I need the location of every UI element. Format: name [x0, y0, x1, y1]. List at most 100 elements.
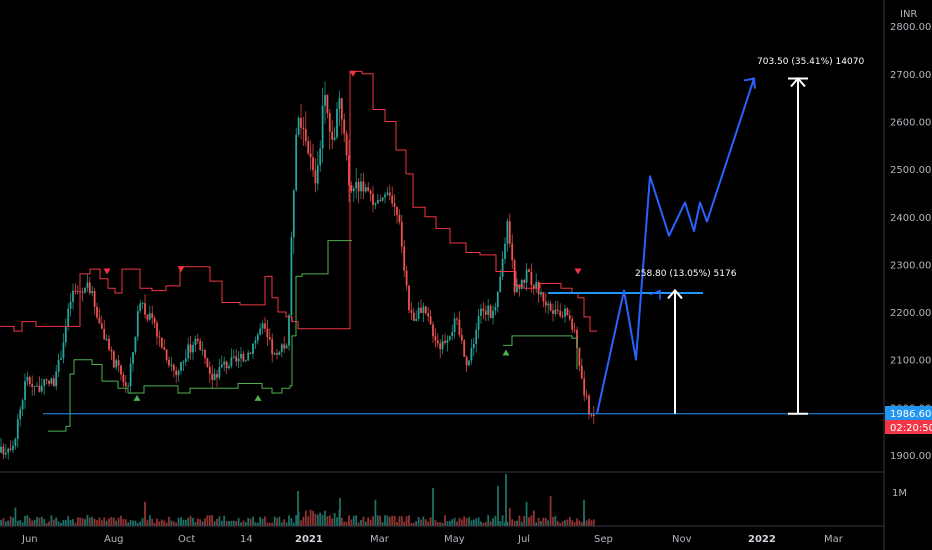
candle-body	[499, 276, 502, 293]
volume-bar	[79, 517, 82, 526]
candle-body	[336, 108, 338, 138]
volume-bar	[24, 515, 26, 526]
candle-body	[33, 386, 36, 388]
volume-bar	[309, 509, 312, 526]
candle-body	[376, 199, 379, 204]
candle-body	[405, 270, 408, 286]
volume-bar	[62, 519, 65, 526]
indicator-overlays	[0, 70, 597, 432]
volume-bar	[14, 507, 17, 526]
candle-body	[12, 445, 14, 450]
volume-bar	[122, 518, 125, 526]
candle-body	[357, 182, 360, 192]
volume-bar	[2, 518, 5, 526]
sell-signal-marker	[177, 266, 185, 273]
candle-body	[204, 350, 206, 359]
candle-body	[55, 371, 58, 387]
candle-body	[45, 379, 48, 381]
candle-body	[242, 353, 245, 362]
volume-bar	[38, 517, 41, 526]
candle-body	[578, 347, 581, 366]
volume-bar	[153, 522, 156, 526]
volume-bar	[537, 517, 540, 526]
candle-body	[547, 303, 550, 306]
candle-body	[273, 353, 276, 355]
volume-bar	[420, 519, 422, 526]
candle-body	[300, 117, 302, 128]
volume-bar	[276, 517, 278, 526]
projection-path[interactable]	[596, 78, 755, 414]
candle-body	[187, 344, 190, 359]
volume-bar	[220, 520, 223, 526]
volume-bar	[7, 520, 10, 526]
candle-body	[31, 383, 34, 387]
volume-bar	[283, 519, 286, 526]
candle-body	[360, 181, 362, 192]
volume-bar	[28, 517, 31, 526]
volume-bar	[556, 520, 559, 526]
volume-bar	[19, 519, 22, 526]
measure-label-1: 258.80 (13.05%) 5176	[635, 269, 737, 279]
volume-bar	[9, 516, 12, 526]
volume-bar	[72, 519, 74, 526]
candle-body	[64, 326, 67, 343]
candle-body	[489, 305, 492, 318]
volume-bar	[259, 517, 262, 526]
candle-body	[206, 358, 209, 367]
volume-bar	[196, 518, 199, 526]
volume-bar	[206, 515, 209, 526]
drawings[interactable]	[43, 76, 884, 415]
candle-body	[228, 366, 230, 369]
volume-bar	[427, 521, 430, 526]
candle-body	[494, 307, 497, 311]
volume-bar	[564, 520, 566, 526]
candle-body	[302, 127, 305, 130]
volume-bar	[585, 520, 588, 526]
volume-bar	[573, 522, 576, 526]
candle-body	[328, 113, 331, 132]
volume-bar	[475, 518, 478, 526]
candle-body	[372, 194, 374, 205]
candle-body	[554, 309, 557, 314]
volume-bar	[48, 521, 50, 526]
volume-bar	[458, 517, 461, 526]
candle-body	[247, 352, 250, 361]
candle-body	[72, 290, 74, 302]
candle-body	[552, 310, 554, 314]
candle-body	[487, 305, 490, 315]
volume-bar	[57, 521, 60, 526]
volume-bar	[69, 520, 72, 526]
time-axis[interactable]: Jun Aug Oct 14 2021 Mar May Jul Sep Nov 2022 Mar	[21, 534, 844, 545]
price-tick-label: 2400.00	[890, 213, 931, 224]
volume-bar	[384, 515, 386, 526]
volume-bar	[16, 520, 19, 526]
volume-bar	[362, 516, 365, 526]
volume-bar	[247, 517, 250, 526]
volume-bar	[52, 519, 55, 526]
candle-body	[391, 195, 394, 204]
volume-bar	[292, 522, 295, 526]
candle-body	[88, 282, 91, 294]
buy-signal-marker	[133, 394, 141, 401]
candle-body	[280, 344, 283, 352]
volume-bar	[40, 516, 43, 526]
candle-body	[199, 341, 202, 351]
candle-body	[309, 153, 312, 158]
candle-body	[345, 133, 348, 156]
volume-bar	[482, 522, 485, 526]
candle-body	[580, 365, 583, 379]
candle-body	[163, 347, 166, 350]
volume-bar	[434, 520, 437, 526]
candle-body	[148, 313, 151, 320]
candle-body	[556, 309, 559, 311]
candle-body	[105, 338, 108, 340]
volume-bar	[501, 515, 504, 526]
volume-bar	[391, 515, 394, 526]
candle-body	[158, 336, 161, 338]
volume-bar	[84, 519, 86, 526]
volume-bar	[350, 519, 353, 526]
candle-body	[4, 452, 7, 455]
candle-body	[396, 206, 398, 215]
candle-body	[520, 280, 523, 289]
